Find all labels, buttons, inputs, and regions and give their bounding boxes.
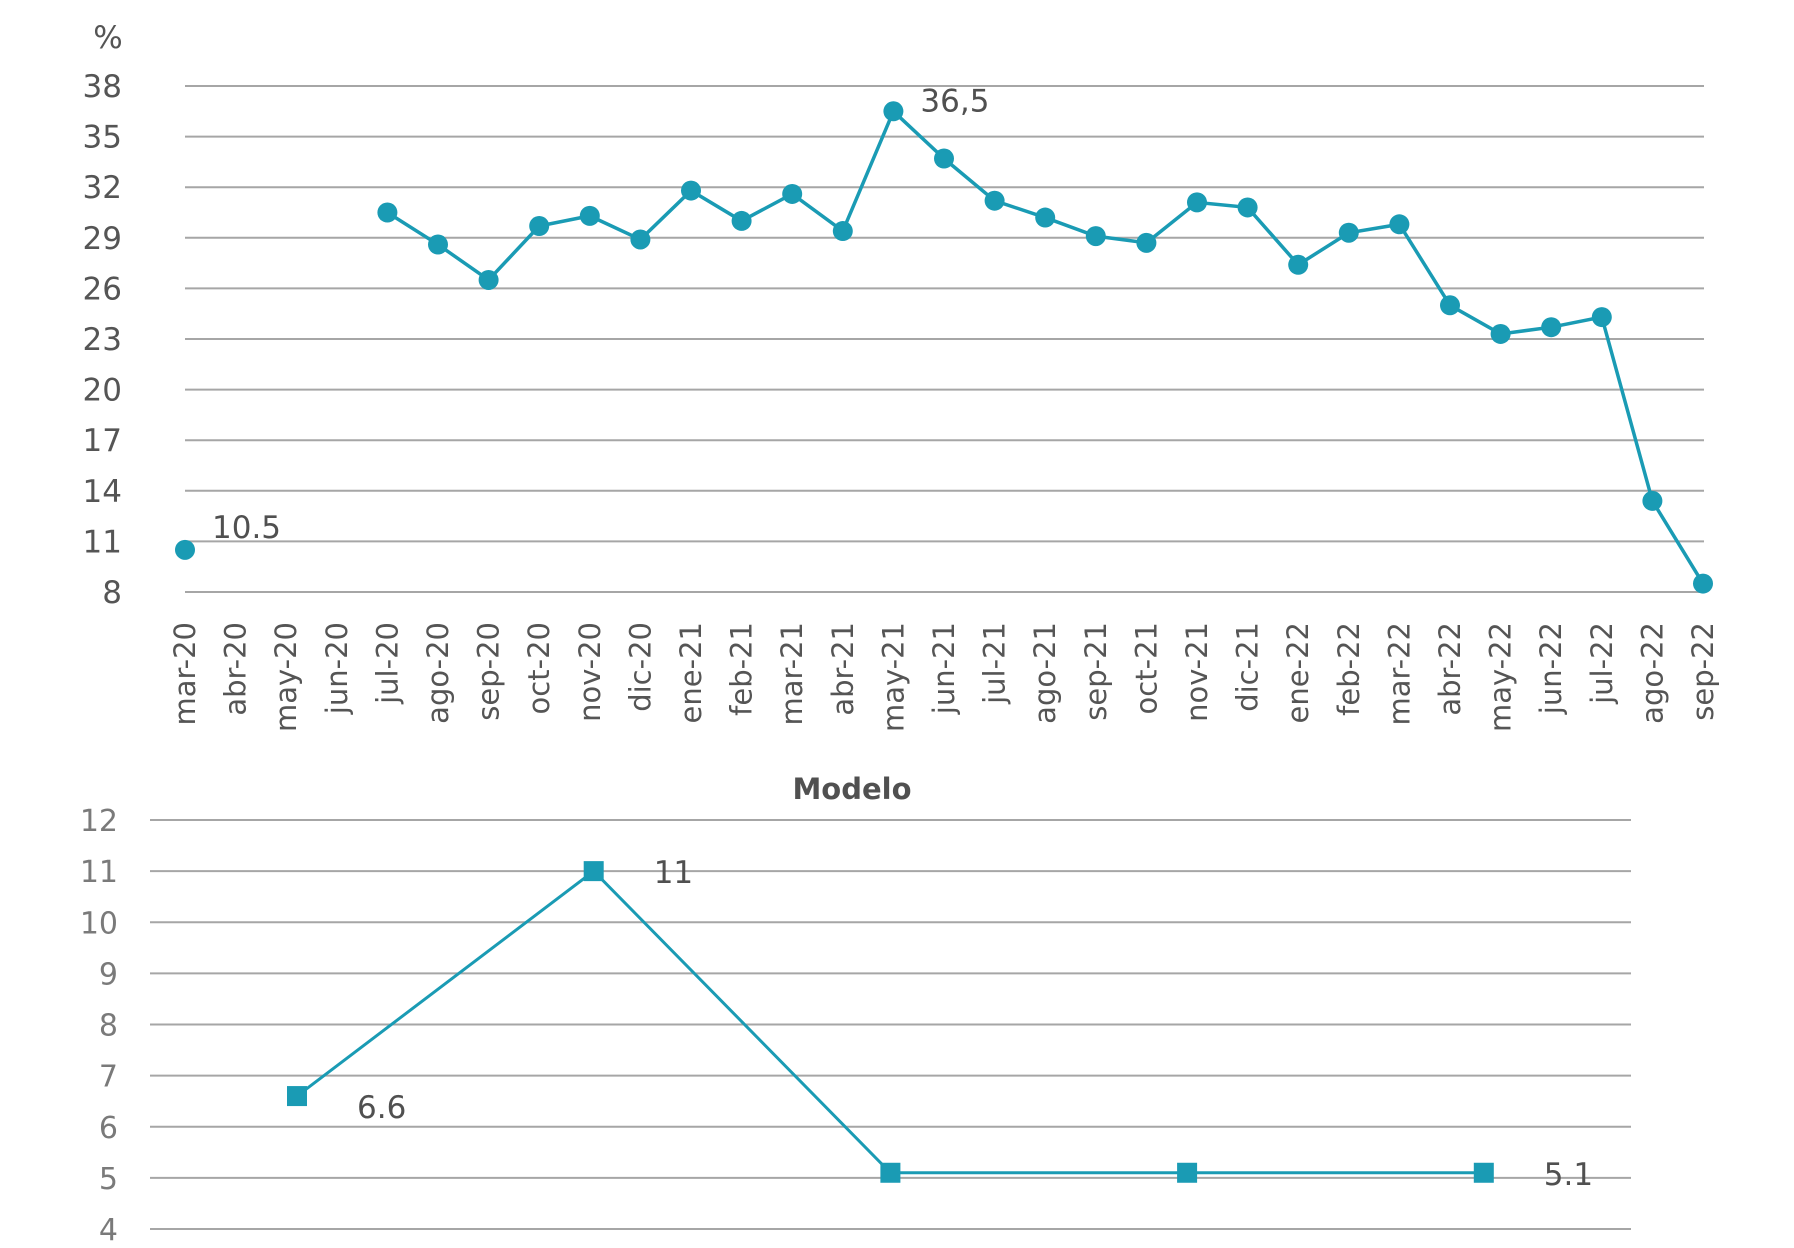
x-tick-label: ago-22 bbox=[1635, 622, 1669, 724]
data-point bbox=[832, 221, 853, 242]
data-point bbox=[1136, 232, 1157, 253]
x-tick-label: jul-20 bbox=[370, 622, 404, 705]
y-tick-label: 32 bbox=[83, 170, 122, 206]
x-tick-label: ene-22 bbox=[1281, 622, 1315, 723]
data-point bbox=[377, 202, 398, 223]
y-tick-label: 8 bbox=[102, 575, 122, 611]
y-tick-label: 38 bbox=[83, 69, 122, 105]
x-tick-label: jul-21 bbox=[978, 622, 1012, 705]
x-tick-label: sep-21 bbox=[1079, 622, 1113, 721]
y-tick-label: 9 bbox=[99, 957, 118, 992]
y-tick-label: 8 bbox=[99, 1009, 118, 1044]
data-point bbox=[883, 101, 904, 122]
x-tick-label: dic-20 bbox=[623, 622, 657, 712]
x-tick-label: feb-21 bbox=[725, 622, 759, 716]
data-point bbox=[175, 539, 195, 560]
data-point bbox=[1490, 323, 1511, 344]
x-tick-label: mar-22 bbox=[1382, 622, 1416, 725]
data-point bbox=[1177, 1162, 1198, 1183]
data-point bbox=[1591, 307, 1612, 328]
data-point bbox=[1642, 490, 1663, 511]
y-tick-label: 5 bbox=[99, 1162, 118, 1197]
x-tick-label: nov-21 bbox=[1180, 622, 1214, 722]
data-point bbox=[1389, 214, 1410, 235]
data-point bbox=[1541, 317, 1562, 338]
data-label: 36,5 bbox=[920, 83, 989, 119]
y-tick-label: 10 bbox=[80, 906, 118, 941]
data-point bbox=[1187, 192, 1207, 213]
x-tick-label: ago-21 bbox=[1028, 622, 1062, 724]
data-point bbox=[1338, 222, 1359, 243]
data-point bbox=[934, 148, 954, 169]
y-axis-unit-label: % bbox=[93, 20, 122, 56]
x-tick-label: may-22 bbox=[1484, 622, 1518, 732]
data-point bbox=[1085, 226, 1106, 247]
y-tick-label: 17 bbox=[83, 423, 122, 459]
x-tick-label: jul-22 bbox=[1585, 622, 1619, 705]
x-tick-label: mar-21 bbox=[775, 622, 809, 725]
bottom-chart: 4 5 6 7 8 9 10 11 12 6.6 11 5.1 bbox=[80, 804, 1631, 1248]
data-point bbox=[583, 861, 604, 882]
y-tick-label: 12 bbox=[80, 804, 118, 839]
x-tick-label: abr-22 bbox=[1433, 622, 1467, 716]
data-point bbox=[984, 190, 1005, 211]
x-tick-label: jun-20 bbox=[320, 622, 354, 715]
y-tick-label: 14 bbox=[83, 474, 122, 510]
data-point bbox=[630, 229, 651, 250]
data-label: 5.1 bbox=[1544, 1157, 1593, 1193]
y-tick-label: 26 bbox=[83, 271, 122, 307]
data-point bbox=[579, 205, 600, 226]
y-tick-label: 4 bbox=[99, 1213, 118, 1248]
series-line bbox=[386, 108, 1705, 585]
x-tick-label: abr-21 bbox=[826, 622, 860, 716]
data-point bbox=[478, 269, 499, 290]
data-point bbox=[880, 1162, 901, 1183]
chart-title-modelo: Modelo bbox=[792, 772, 911, 806]
x-tick-label: mar-20 bbox=[168, 622, 202, 725]
data-point bbox=[731, 210, 752, 231]
data-label: 6.6 bbox=[357, 1090, 406, 1126]
x-tick-label: oct-21 bbox=[1129, 622, 1163, 714]
data-point bbox=[1035, 207, 1056, 228]
data-point bbox=[1473, 1162, 1494, 1183]
x-tick-label: jun-21 bbox=[927, 622, 961, 715]
data-point bbox=[782, 183, 803, 204]
data-label: 10.5 bbox=[212, 510, 281, 546]
y-tick-label: 11 bbox=[83, 524, 122, 560]
x-tick-label: sep-22 bbox=[1686, 622, 1720, 721]
x-tick-label: oct-20 bbox=[522, 622, 556, 714]
data-point bbox=[529, 215, 550, 236]
data-point bbox=[287, 1086, 307, 1107]
data-point bbox=[1693, 573, 1713, 594]
data-point bbox=[681, 180, 701, 201]
x-tick-label: abr-20 bbox=[219, 622, 253, 716]
data-point bbox=[1440, 295, 1460, 316]
data-label: 11 bbox=[654, 855, 693, 891]
data-point bbox=[1288, 254, 1309, 275]
y-tick-label: 29 bbox=[83, 221, 122, 257]
x-tick-label: may-21 bbox=[876, 622, 910, 732]
y-tick-label: 23 bbox=[83, 322, 122, 358]
x-tick-label: nov-20 bbox=[573, 622, 607, 722]
data-point bbox=[1237, 197, 1258, 218]
x-tick-label: jun-22 bbox=[1534, 622, 1568, 715]
data-point bbox=[428, 234, 448, 255]
x-tick-label: ene-21 bbox=[674, 622, 708, 723]
top-chart: 8 11 14 17 20 23 26 29 32 35 38 mar-20 abr-20 may-20 j… bbox=[83, 69, 1720, 732]
x-tick-label: dic-21 bbox=[1231, 622, 1265, 712]
y-tick-label: 7 bbox=[99, 1060, 118, 1095]
x-tick-label: may-20 bbox=[269, 622, 303, 732]
x-tick-label: feb-22 bbox=[1332, 622, 1366, 716]
y-tick-label: 20 bbox=[83, 373, 122, 409]
x-tick-label: ago-20 bbox=[421, 622, 455, 724]
y-tick-label: 35 bbox=[83, 120, 122, 156]
x-tick-label: sep-20 bbox=[472, 622, 506, 721]
y-tick-label: 6 bbox=[99, 1111, 118, 1146]
y-tick-label: 11 bbox=[80, 855, 118, 890]
